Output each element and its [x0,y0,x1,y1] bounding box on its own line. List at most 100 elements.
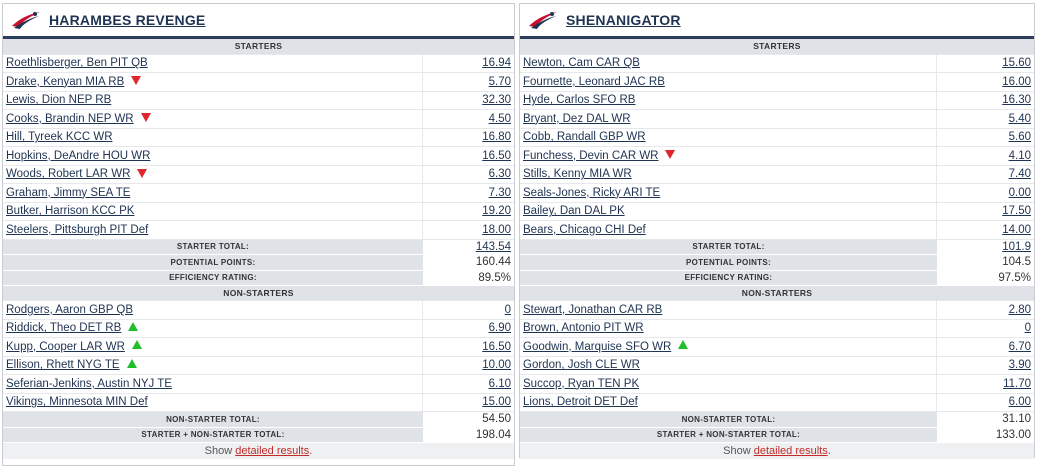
footer-suffix: . [827,445,831,457]
player-name-link[interactable]: Fournette, Leonard JAC RB [523,75,665,88]
player-points-link[interactable]: 3.90 [1008,359,1031,372]
player-name-link[interactable]: Brown, Antonio PIT WR [523,322,644,335]
team-panel-left: HARAMBES REVENGE STARTERS Roethlisberger,… [2,3,515,466]
player-points-link[interactable]: 2.80 [1008,303,1031,316]
player-cell: Riddick, Theo DET RB [3,319,423,338]
team-name-link[interactable]: SHENANIGATOR [566,12,681,28]
player-cell: Cooks, Brandin NEP WR [3,109,423,129]
player-points-link[interactable]: 16.94 [482,57,511,70]
swoosh-logo-icon [12,12,40,29]
footer-prefix: Show [723,445,754,457]
starter-total-value[interactable]: 101.9 [936,239,1034,255]
player-name-link[interactable]: Rodgers, Aaron GBP QB [6,303,133,316]
player-name-link[interactable]: Newton, Cam CAR QB [523,57,640,70]
player-points-link[interactable]: 15.00 [482,396,511,409]
points-cell: 6.90 [422,319,514,338]
player-points-link[interactable]: 7.40 [1008,168,1031,181]
player-points-link[interactable]: 16.30 [1002,94,1031,107]
player-name-link[interactable]: Seferian-Jenkins, Austin NYJ TE [6,377,172,390]
player-points-link[interactable]: 16.50 [482,149,511,162]
player-cell: Bailey, Dan DAL PK [520,202,937,221]
efficiency-rating-row: EFFICIENCY RATING: 89.5% [3,270,514,286]
player-row: Fournette, Leonard JAC RB 16.00 [520,72,1034,92]
footer: Show detailed results. [520,443,1034,459]
section-header: STARTERS [3,39,514,55]
player-points-link[interactable]: 7.30 [488,186,511,199]
player-name-link[interactable]: Stills, Kenny MIA WR [523,168,632,181]
player-cell: Cobb, Randall GBP WR [520,128,937,147]
player-name-link[interactable]: Seals-Jones, Ricky ARI TE [523,186,661,199]
player-name-link[interactable]: Woods, Robert LAR WR [6,168,131,181]
player-name-link[interactable]: Bears, Chicago CHI Def [523,223,646,236]
player-points-link[interactable]: 18.00 [482,223,511,236]
player-points-link[interactable]: 4.50 [488,112,511,125]
player-points-link[interactable]: 15.60 [1002,57,1031,70]
player-name-link[interactable]: Bailey, Dan DAL PK [523,205,625,218]
potential-points-row: POTENTIAL POINTS: 104.5 [520,254,1034,271]
player-name-link[interactable]: Gordon, Josh CLE WR [523,359,640,372]
detailed-results-link[interactable]: detailed results [235,445,310,457]
player-points-link[interactable]: 5.40 [1008,112,1031,125]
player-name-link[interactable]: Ellison, Rhett NYG TE [6,359,120,372]
player-points-link[interactable]: 16.80 [482,131,511,144]
player-cell: Funchess, Devin CAR WR [520,146,937,166]
player-name-link[interactable]: Butker, Harrison KCC PK [6,205,135,218]
player-cell: Newton, Cam CAR QB [520,54,937,73]
player-name-link[interactable]: Funchess, Devin CAR WR [523,149,659,162]
player-cell: Steelers, Pittsburgh PIT Def [3,220,423,240]
player-name-link[interactable]: Steelers, Pittsburgh PIT Def [6,223,149,236]
player-points-link[interactable]: 6.00 [1008,396,1031,409]
player-points-link[interactable]: 16.00 [1002,75,1031,88]
player-name-link[interactable]: Vikings, Minnesota MIN Def [6,396,148,409]
nonstarter-total-row: NON-STARTER TOTAL: 54.50 [3,411,514,428]
player-cell: Gordon, Josh CLE WR [520,356,937,375]
player-name-link[interactable]: Goodwin, Marquise SFO WR [523,340,672,353]
player-name-link[interactable]: Riddick, Theo DET RB [6,322,122,335]
player-name-link[interactable]: Stewart, Jonathan CAR RB [523,303,663,316]
player-points-link[interactable]: 17.50 [1002,205,1031,218]
player-name-link[interactable]: Cobb, Randall GBP WR [523,131,646,144]
points-cell: 6.70 [936,337,1034,357]
player-name-link[interactable]: Succop, Ryan TEN PK [523,377,640,390]
player-cell: Goodwin, Marquise SFO WR [520,337,937,357]
points-cell: 0 [422,300,514,320]
player-points-link[interactable]: 6.10 [488,377,511,390]
player-name-link[interactable]: Lions, Detroit DET Def [523,396,638,409]
player-points-link[interactable]: 32.30 [482,94,511,107]
starter-total-value[interactable]: 143.54 [422,239,514,255]
player-name-link[interactable]: Cooks, Brandin NEP WR [6,112,134,125]
player-points-link[interactable]: 11.70 [1003,377,1031,390]
efficiency-rating-label: EFFICIENCY RATING: [3,270,423,286]
player-cell: Drake, Kenyan MIA RB [3,72,423,92]
player-points-link[interactable]: 0.00 [1008,186,1031,199]
player-points-link[interactable]: 19.20 [482,205,511,218]
team-name-link[interactable]: HARAMBES REVENGE [49,12,206,28]
player-name-link[interactable]: Bryant, Dez DAL WR [523,112,631,125]
player-points-link[interactable]: 4.10 [1008,149,1031,162]
player-name-link[interactable]: Hopkins, DeAndre HOU WR [6,149,151,162]
efficiency-rating-label: EFFICIENCY RATING: [520,270,937,286]
player-name-link[interactable]: Hill, Tyreek KCC WR [6,131,113,144]
detailed-results-link[interactable]: detailed results [753,445,828,457]
player-name-link[interactable]: Roethlisberger, Ben PIT QB [6,57,148,70]
player-cell: Stills, Kenny MIA WR [520,165,937,184]
player-name-link[interactable]: Lewis, Dion NEP RB [6,94,112,107]
player-points-link[interactable]: 6.70 [1008,340,1031,353]
player-points-link[interactable]: 0 [1024,322,1031,335]
player-points-link[interactable]: 6.30 [488,168,511,181]
player-points-link[interactable]: 6.90 [488,322,511,335]
points-cell: 0 [936,319,1034,338]
points-cell: 5.60 [936,128,1034,147]
player-points-link[interactable]: 16.50 [482,340,511,353]
player-row: Cobb, Randall GBP WR 5.60 [520,128,1034,147]
player-name-link[interactable]: Drake, Kenyan MIA RB [6,75,125,88]
red-down-triangle-icon [137,168,148,178]
player-points-link[interactable]: 0 [504,303,511,316]
player-points-link[interactable]: 5.70 [488,75,511,88]
player-name-link[interactable]: Hyde, Carlos SFO RB [523,94,636,107]
player-points-link[interactable]: 10.00 [482,359,511,372]
player-name-link[interactable]: Graham, Jimmy SEA TE [6,186,131,199]
player-points-link[interactable]: 14.00 [1002,223,1031,236]
player-points-link[interactable]: 5.60 [1008,131,1031,144]
player-name-link[interactable]: Kupp, Cooper LAR WR [6,340,125,353]
